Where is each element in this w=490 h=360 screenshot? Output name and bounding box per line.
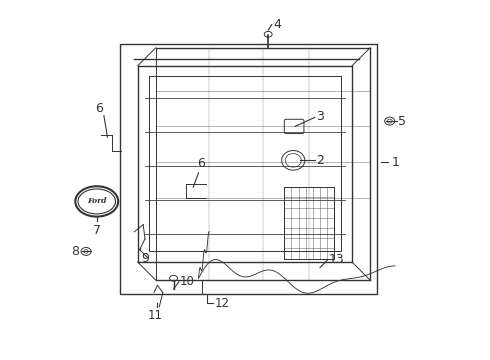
- Text: 7: 7: [93, 224, 101, 237]
- Text: 8: 8: [71, 245, 79, 258]
- Text: 12: 12: [215, 297, 230, 310]
- Text: 11: 11: [147, 309, 163, 322]
- Text: 9: 9: [142, 252, 149, 265]
- Text: Ford: Ford: [87, 197, 106, 206]
- Text: 2: 2: [317, 154, 324, 167]
- Text: 1: 1: [392, 156, 399, 168]
- Text: 13: 13: [329, 253, 344, 266]
- Text: 3: 3: [317, 110, 324, 123]
- Text: 5: 5: [398, 114, 406, 127]
- Text: 4: 4: [273, 18, 281, 31]
- Text: 6: 6: [96, 102, 103, 115]
- Text: 10: 10: [180, 275, 195, 288]
- Text: 6: 6: [197, 157, 205, 170]
